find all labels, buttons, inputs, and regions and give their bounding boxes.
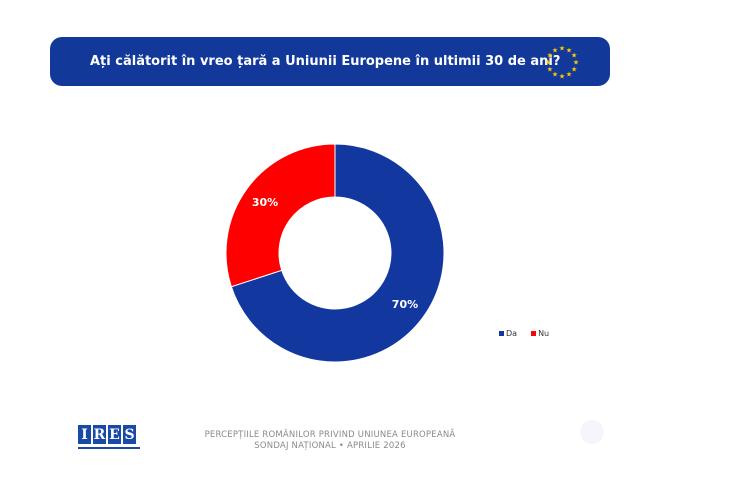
flag-star-icon: ★ bbox=[566, 71, 572, 79]
logo-letter: R bbox=[93, 425, 106, 444]
eu-flag-icon: ★ ★★★★★★★★★★★ bbox=[545, 45, 579, 81]
flag-star-icon: ★ bbox=[571, 52, 577, 60]
flag-star-icon: ★ bbox=[545, 59, 551, 67]
footer-line-1: PERCEPȚIILE ROMÂNILOR PRIVIND UNIUNEA EU… bbox=[204, 430, 456, 440]
title-banner: Ați călătorit în vreo țară a Uniunii Eur… bbox=[50, 37, 610, 86]
flag-star-icon: ★ bbox=[571, 66, 577, 74]
chart-title: Ați călătorit în vreo țară a Uniunii Eur… bbox=[90, 54, 561, 69]
legend-swatch-nu bbox=[531, 331, 537, 336]
flag-star-icon: ★ bbox=[552, 71, 558, 79]
footer: PERCEPȚIILE ROMÂNILOR PRIVIND UNIUNEA EU… bbox=[170, 430, 490, 452]
legend-label-da: Da bbox=[506, 329, 518, 338]
logo-letter: I bbox=[78, 425, 91, 444]
legend-item-da: Da bbox=[499, 329, 517, 338]
flag-star-icon: ★ bbox=[573, 59, 579, 67]
flag-star-icon: ★ bbox=[566, 46, 572, 54]
ires-logo: I R E S bbox=[78, 425, 140, 453]
watermark-icon bbox=[580, 420, 604, 444]
footer-line-2: SONDAJ NAȚIONAL • APRILIE 2026 bbox=[254, 441, 406, 451]
legend-swatch-da bbox=[499, 331, 504, 336]
logo-letter: E bbox=[108, 425, 121, 444]
chart-legend: Da Nu bbox=[499, 329, 549, 338]
legend-label-nu: Nu bbox=[538, 329, 550, 338]
donut-slice-nu bbox=[225, 143, 336, 288]
logo-letter: S bbox=[123, 425, 136, 444]
donut-slice-da bbox=[230, 143, 445, 363]
data-label-da: 70% bbox=[392, 298, 418, 311]
flag-star-icon: ★ bbox=[559, 73, 565, 81]
flag-star-icon: ★ bbox=[547, 52, 553, 60]
flag-star-icon: ★ bbox=[547, 66, 553, 74]
flag-star-icon: ★ bbox=[552, 46, 558, 54]
flag-star-icon: ★ bbox=[559, 45, 565, 53]
logo-underline bbox=[78, 447, 140, 449]
data-label-nu: 30% bbox=[252, 196, 278, 209]
legend-item-nu: Nu bbox=[531, 329, 549, 338]
